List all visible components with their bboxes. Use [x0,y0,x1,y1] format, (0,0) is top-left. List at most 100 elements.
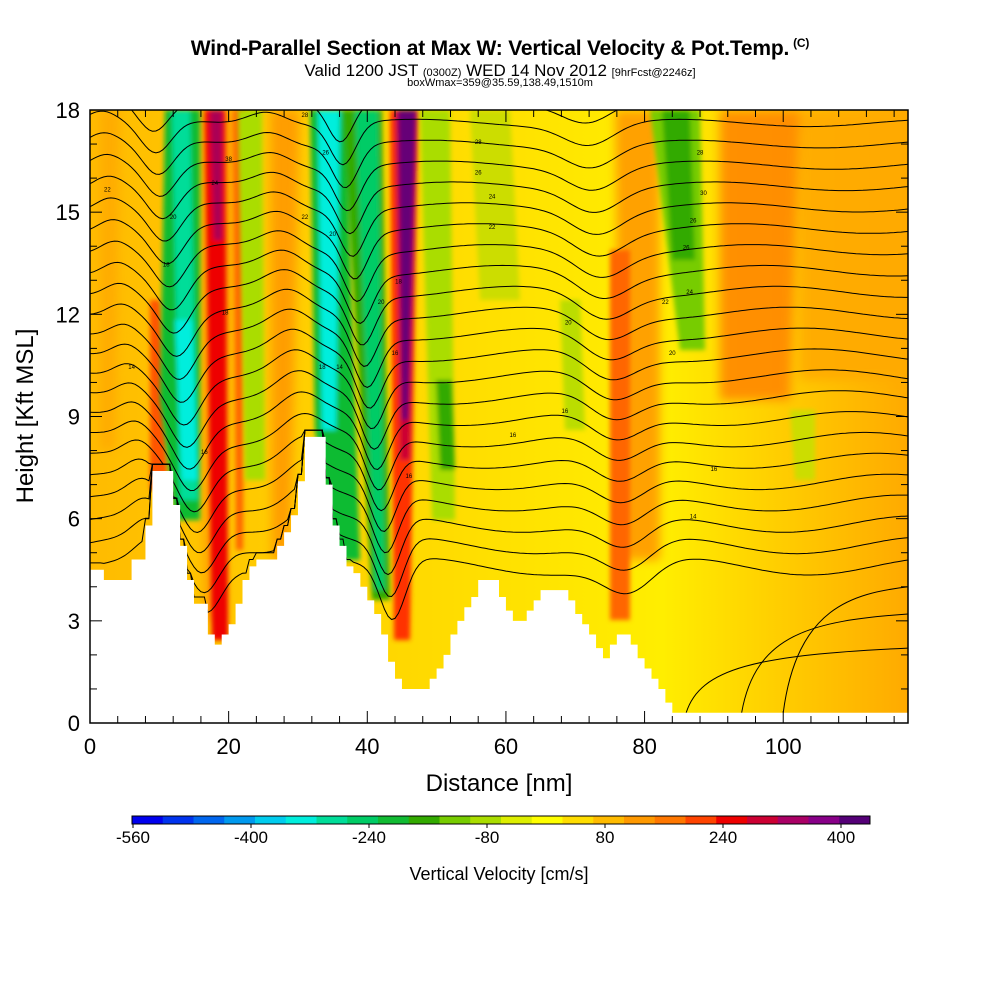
colorbar-swatch [193,816,225,824]
valid-date: WED 14 Nov 2012 [466,61,607,80]
isentrope-label: 18 [163,263,170,269]
colorbar-swatch [316,816,348,824]
isentrope-label: 26 [322,150,329,156]
isentrope-line [90,249,908,324]
isentrope-label: 16 [406,474,413,480]
colorbar-swatch [747,816,779,824]
colorbar-label: 80 [596,828,615,847]
x-tick-label: 100 [765,734,802,759]
isentrope-line [90,110,908,166]
x-tick-label: 20 [216,734,240,759]
isentrope-label: 16 [711,467,718,473]
isentrope-label: 18 [222,310,229,316]
colorbar-swatch [624,816,656,824]
isentrope-label: 24 [686,290,693,296]
isentrope-line [782,586,908,713]
isentrope-line [90,370,908,450]
colorbar-swatch [408,816,440,824]
isentrope-label: 18 [319,365,326,371]
isentrope-line [90,230,908,302]
isentrope-label: 22 [302,215,309,221]
isentrope-line [90,269,908,346]
isentrope-label: 22 [489,225,496,231]
isentrope-label: 28 [697,150,704,156]
x-axis: 0 20 40 60 80 100 [84,110,895,759]
colorbar-label: -80 [475,828,500,847]
colorbar-swatch [654,816,686,824]
isentrope-line [90,171,908,235]
colorbar-swatch [255,816,287,824]
valid-zone: (0300Z) [422,67,462,79]
isentrope-label: 28 [475,140,482,146]
isentrope-label: 28 [302,113,309,119]
isentrope-line [685,647,908,713]
isentrope-line [90,429,908,513]
isentrope-line [741,613,908,713]
isentrope-labels: 22 20 18 14 38 24 18 16 28 26 22 20 18 14 20 18 16 16 28 26… [104,113,718,521]
isentrope-label: 14 [336,365,343,371]
isentrope-label: 14 [128,365,135,371]
isentrope-line [90,210,908,280]
isentrope-line [90,429,908,576]
colorbar-title: Vertical Velocity [cm/s] [409,864,588,884]
y-tick-label: 6 [68,507,80,532]
colorbar-swatch [562,816,594,824]
colorbar-swatch [224,816,256,824]
isentrope-label: 18 [395,280,402,286]
isentrope-line [90,131,908,189]
colorbar-swatch [685,816,717,824]
chart-title-text: Wind-Parallel Section at Max W: Vertical… [190,37,790,60]
chart-title: Wind-Parallel Section at Max W: Vertical… [0,36,1000,61]
isentrope-label: 30 [700,191,707,197]
isentrope-label: 38 [225,157,232,163]
x-axis-title: Distance [nm] [426,770,573,797]
isentrope-label: 22 [662,300,669,306]
colorbar-swatch [593,816,625,824]
colorbar-label: -240 [352,828,386,847]
valid-fcst: [9hrFcst@2246z] [611,67,696,79]
isentrope-label: 26 [475,171,482,177]
y-tick-label: 3 [68,609,80,634]
colorbar-swatch [501,816,533,824]
x-tick-label: 80 [632,734,656,759]
colorbar-swatch [839,816,871,824]
isentrope-line [90,429,908,598]
isentrope-label: 22 [104,188,111,194]
colorbar-label: 400 [827,828,855,847]
colorbar-swatch [162,816,194,824]
colorbar-label: -400 [234,828,268,847]
isentrope-label: 26 [690,218,697,224]
isentrope-label: 20 [329,232,336,238]
colorbar-swatch [439,816,471,824]
colorbar: -560 -400 -240 -80 80 240 400 [116,815,871,847]
isentrope-line [90,429,908,621]
isentrope-label: 16 [392,351,399,357]
isentrope-label: 24 [489,195,496,201]
isentrope-line [90,391,908,471]
colorbar-swatch [531,816,563,824]
colorbar-swatch [378,816,410,824]
isentrope-line [90,328,908,409]
colorbar-swatch [808,816,840,824]
box-info: boxWmax=359@35.59,138.49,1510m [407,77,593,89]
colorbar-label: 240 [709,828,737,847]
isentrope-line [90,288,908,367]
isentrope-line [90,349,908,430]
isentrope-label: 16 [562,409,569,415]
isentrope-line [90,308,908,389]
isentrope-line [90,429,908,534]
isentrope-label: 20 [170,215,177,221]
x-tick-label: 40 [355,734,379,759]
y-tick-label: 18 [56,98,80,123]
y-tick-label: 15 [56,200,80,225]
isentrope-label: 24 [211,181,218,187]
x-tick-label: 60 [494,734,518,759]
colorbar-swatch [470,816,502,824]
terrain-mask [90,436,908,723]
y-tick-label: 0 [68,711,80,736]
isentrope-label: 20 [669,351,676,357]
isentrope-line [90,412,908,492]
colorbar-swatch [777,816,809,824]
isentrope-line [90,151,908,212]
